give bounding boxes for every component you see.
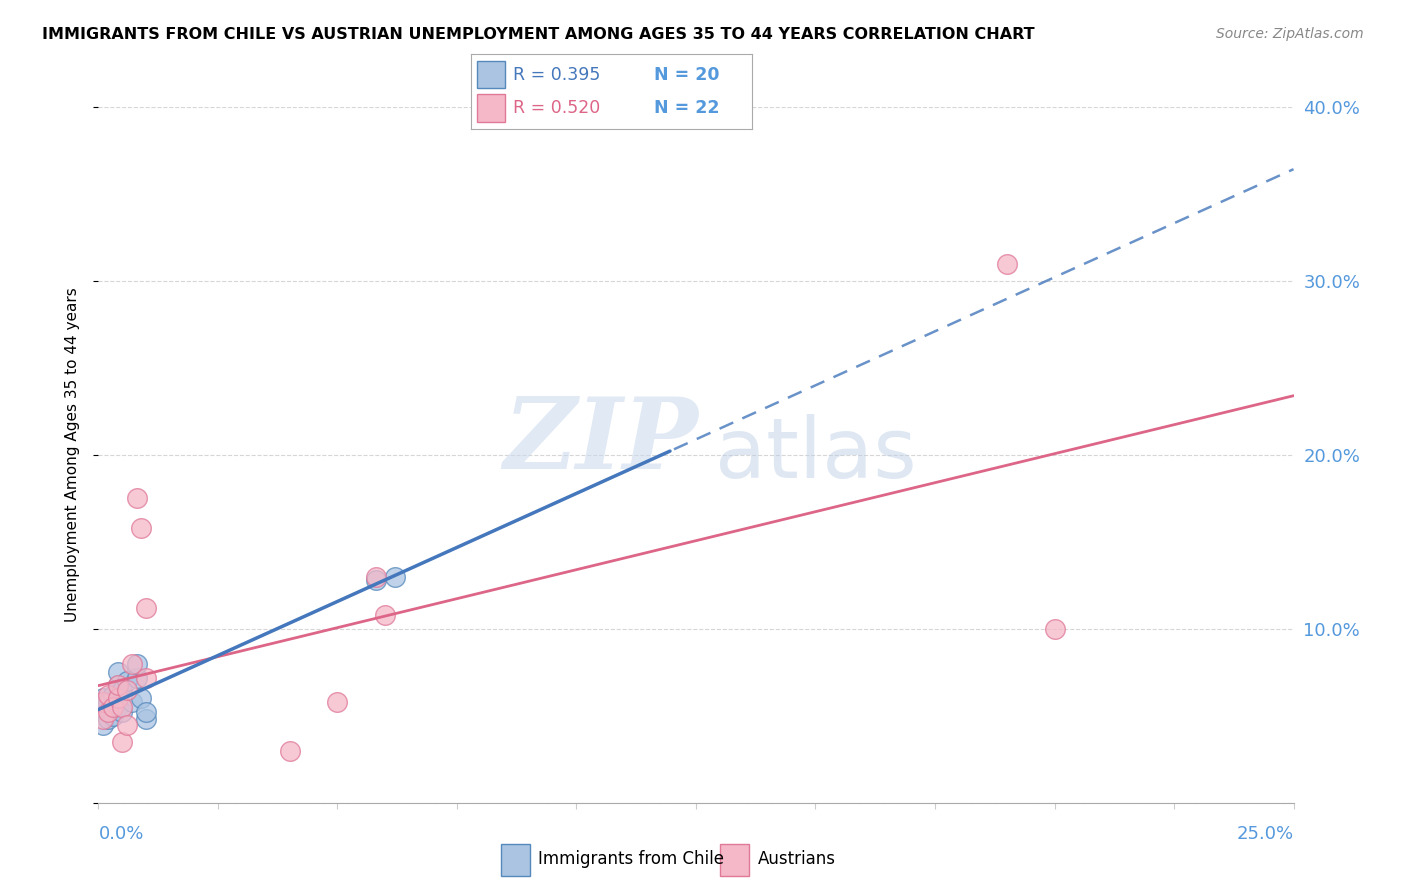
Point [125, 671, 148, 685]
Point [107, 700, 129, 714]
Point [326, 695, 349, 709]
Text: ZIP: ZIP [503, 392, 697, 489]
FancyBboxPatch shape [720, 844, 749, 876]
Point [107, 677, 129, 691]
Point [364, 570, 387, 584]
Point [1043, 622, 1066, 636]
Text: R = 0.395: R = 0.395 [513, 66, 600, 84]
Point [125, 657, 148, 671]
Point [384, 570, 406, 584]
Point [125, 491, 148, 506]
FancyBboxPatch shape [477, 95, 505, 122]
Point [91, 695, 114, 709]
Text: 25.0%: 25.0% [1236, 825, 1294, 843]
Point [131, 521, 153, 535]
Point [91, 691, 114, 706]
Point [111, 682, 134, 697]
Point [107, 677, 129, 691]
FancyBboxPatch shape [501, 844, 530, 876]
Point [111, 706, 134, 720]
Point [121, 657, 143, 671]
Point [121, 695, 143, 709]
Point [97, 695, 120, 709]
Point [115, 717, 138, 731]
Point [107, 665, 129, 680]
Point [91, 712, 114, 726]
Point [101, 708, 124, 723]
Point [135, 601, 157, 615]
Text: Immigrants from Chile: Immigrants from Chile [538, 849, 724, 868]
Point [97, 688, 120, 702]
FancyBboxPatch shape [477, 62, 505, 88]
Point [131, 691, 153, 706]
Point [111, 735, 134, 749]
Point [278, 744, 301, 758]
Point [115, 682, 138, 697]
Text: Austrians: Austrians [758, 849, 835, 868]
Y-axis label: Unemployment Among Ages 35 to 44 years: Unemployment Among Ages 35 to 44 years [65, 287, 80, 623]
Point [101, 700, 124, 714]
Point [91, 717, 114, 731]
Point [111, 700, 134, 714]
Point [115, 674, 138, 689]
Point [135, 712, 157, 726]
Point [135, 706, 157, 720]
Text: N = 20: N = 20 [654, 66, 720, 84]
Text: Source: ZipAtlas.com: Source: ZipAtlas.com [1216, 27, 1364, 41]
Point [995, 256, 1018, 270]
Point [374, 607, 396, 622]
Point [97, 706, 120, 720]
Point [101, 688, 124, 702]
Text: atlas: atlas [714, 415, 917, 495]
Text: 0.0%: 0.0% [98, 825, 143, 843]
Point [97, 712, 120, 726]
Text: IMMIGRANTS FROM CHILE VS AUSTRIAN UNEMPLOYMENT AMONG AGES 35 TO 44 YEARS CORRELA: IMMIGRANTS FROM CHILE VS AUSTRIAN UNEMPL… [42, 27, 1035, 42]
Point [135, 671, 157, 685]
Text: R = 0.520: R = 0.520 [513, 99, 600, 117]
Point [364, 573, 387, 587]
Text: N = 22: N = 22 [654, 99, 720, 117]
Point [107, 691, 129, 706]
